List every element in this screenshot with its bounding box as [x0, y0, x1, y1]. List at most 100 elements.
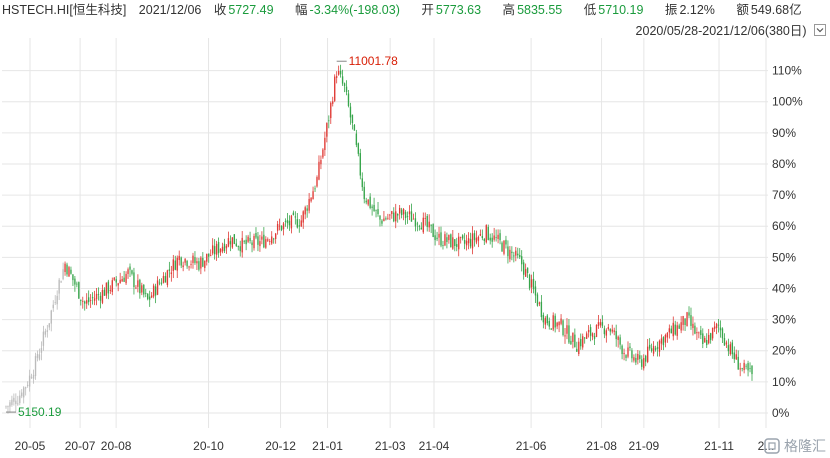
candle-body — [162, 275, 165, 283]
candle-body — [172, 259, 174, 271]
chevron-down-icon[interactable] — [814, 24, 826, 39]
candle-body — [534, 286, 537, 296]
date-range-selector[interactable]: 2020/05/28-2021/12/06(380日) — [636, 20, 826, 39]
y-tick-label: 110% — [772, 64, 802, 78]
candle-body — [715, 323, 718, 329]
candle-body — [660, 338, 663, 344]
candle-body — [625, 355, 627, 358]
candle-body — [115, 279, 117, 283]
x-tick-label: 21-08 — [586, 439, 617, 453]
x-tick-label: 20-07 — [65, 439, 96, 453]
close-value: 5727.49 — [228, 3, 274, 17]
candle-body — [284, 221, 287, 222]
candle-body — [566, 325, 568, 334]
amplitude-label: 振 — [664, 3, 678, 17]
x-tick-label: 20-10 — [193, 439, 224, 453]
candle-body — [430, 224, 432, 226]
candle-body — [513, 255, 515, 257]
quote-header: HSTECH.HI[恒生科技] 2021/12/06 收 5727.49 幅 -3.… — [2, 1, 828, 19]
candle-body — [371, 206, 373, 208]
candle-body — [237, 246, 239, 247]
candle-body — [708, 334, 710, 344]
candle-body — [64, 263, 66, 273]
candle-body — [408, 211, 411, 215]
candle-body — [131, 270, 133, 274]
candle-body — [312, 191, 314, 200]
candle-body — [485, 225, 487, 243]
candle-body — [335, 76, 338, 78]
y-tick-label: 100% — [772, 95, 803, 109]
y-tick-label: 20% — [772, 344, 796, 358]
amount-label: 额 — [736, 3, 749, 17]
candle-body — [166, 270, 169, 286]
candle-body — [192, 255, 194, 263]
candle-body — [141, 285, 143, 293]
candle-body — [709, 333, 712, 341]
low-annotation: 5150.19 — [18, 405, 62, 419]
candle-body — [454, 239, 456, 247]
candle-body — [361, 178, 363, 188]
candle-body — [259, 241, 261, 247]
candle-body — [688, 312, 690, 316]
candle-body — [229, 241, 232, 245]
candle-body — [668, 328, 671, 333]
candle-body — [481, 236, 484, 239]
candle-body — [617, 336, 619, 340]
candle-body — [540, 301, 543, 318]
candle-body — [440, 232, 442, 246]
candle-body — [97, 294, 100, 296]
candle-body — [727, 345, 730, 352]
x-tick-label: 21-11 — [704, 439, 734, 453]
candle-body — [546, 315, 548, 324]
candle-body — [357, 143, 360, 154]
change-value: -3.34%(-198.03) — [309, 3, 400, 17]
candle-body — [84, 301, 86, 304]
candle-body — [243, 240, 245, 242]
amplitude-value: 2.12% — [679, 3, 715, 17]
candle-body — [219, 248, 222, 253]
candle-body — [263, 234, 265, 248]
candle-body — [672, 322, 674, 337]
candle-body — [202, 257, 204, 267]
candle-body — [469, 238, 472, 247]
candle-body — [591, 333, 594, 337]
candle-body — [682, 316, 684, 325]
candle-body — [422, 217, 424, 233]
candle-body — [721, 328, 724, 339]
candle-body — [692, 323, 694, 328]
candle-body — [168, 269, 171, 271]
candle-body — [458, 236, 460, 250]
candle-body — [745, 365, 747, 367]
candle-body — [593, 336, 596, 339]
close-label: 收 — [213, 3, 227, 17]
candle-body — [641, 359, 643, 367]
candle-body — [739, 368, 741, 370]
change-label: 幅 — [295, 3, 308, 17]
candle-body — [343, 83, 346, 87]
candle-body — [639, 355, 641, 359]
candle-body — [233, 234, 236, 244]
high-annotation: 11001.78 — [349, 54, 398, 68]
candle-body — [174, 260, 176, 270]
candle-body — [105, 282, 108, 296]
candle-body — [296, 219, 299, 228]
candle-body — [564, 335, 566, 337]
candle-body — [633, 357, 635, 361]
candle-body — [273, 238, 275, 240]
candle-body — [225, 245, 228, 249]
candle-body — [217, 242, 220, 254]
candle-body — [154, 286, 157, 296]
candle-body — [355, 133, 358, 145]
date-range-text: 2020/05/28-2021/12/06(380日) — [635, 24, 807, 38]
candle-body — [365, 200, 367, 203]
candle-body — [70, 269, 72, 274]
candle-body — [489, 237, 491, 241]
candle-body — [717, 324, 720, 326]
candle-body — [182, 265, 184, 268]
candle-body — [249, 237, 251, 241]
candle-body — [521, 256, 523, 265]
candle-body — [322, 149, 324, 158]
candle-body — [15, 400, 17, 405]
candle-body — [578, 341, 580, 354]
candle-body — [397, 214, 399, 216]
